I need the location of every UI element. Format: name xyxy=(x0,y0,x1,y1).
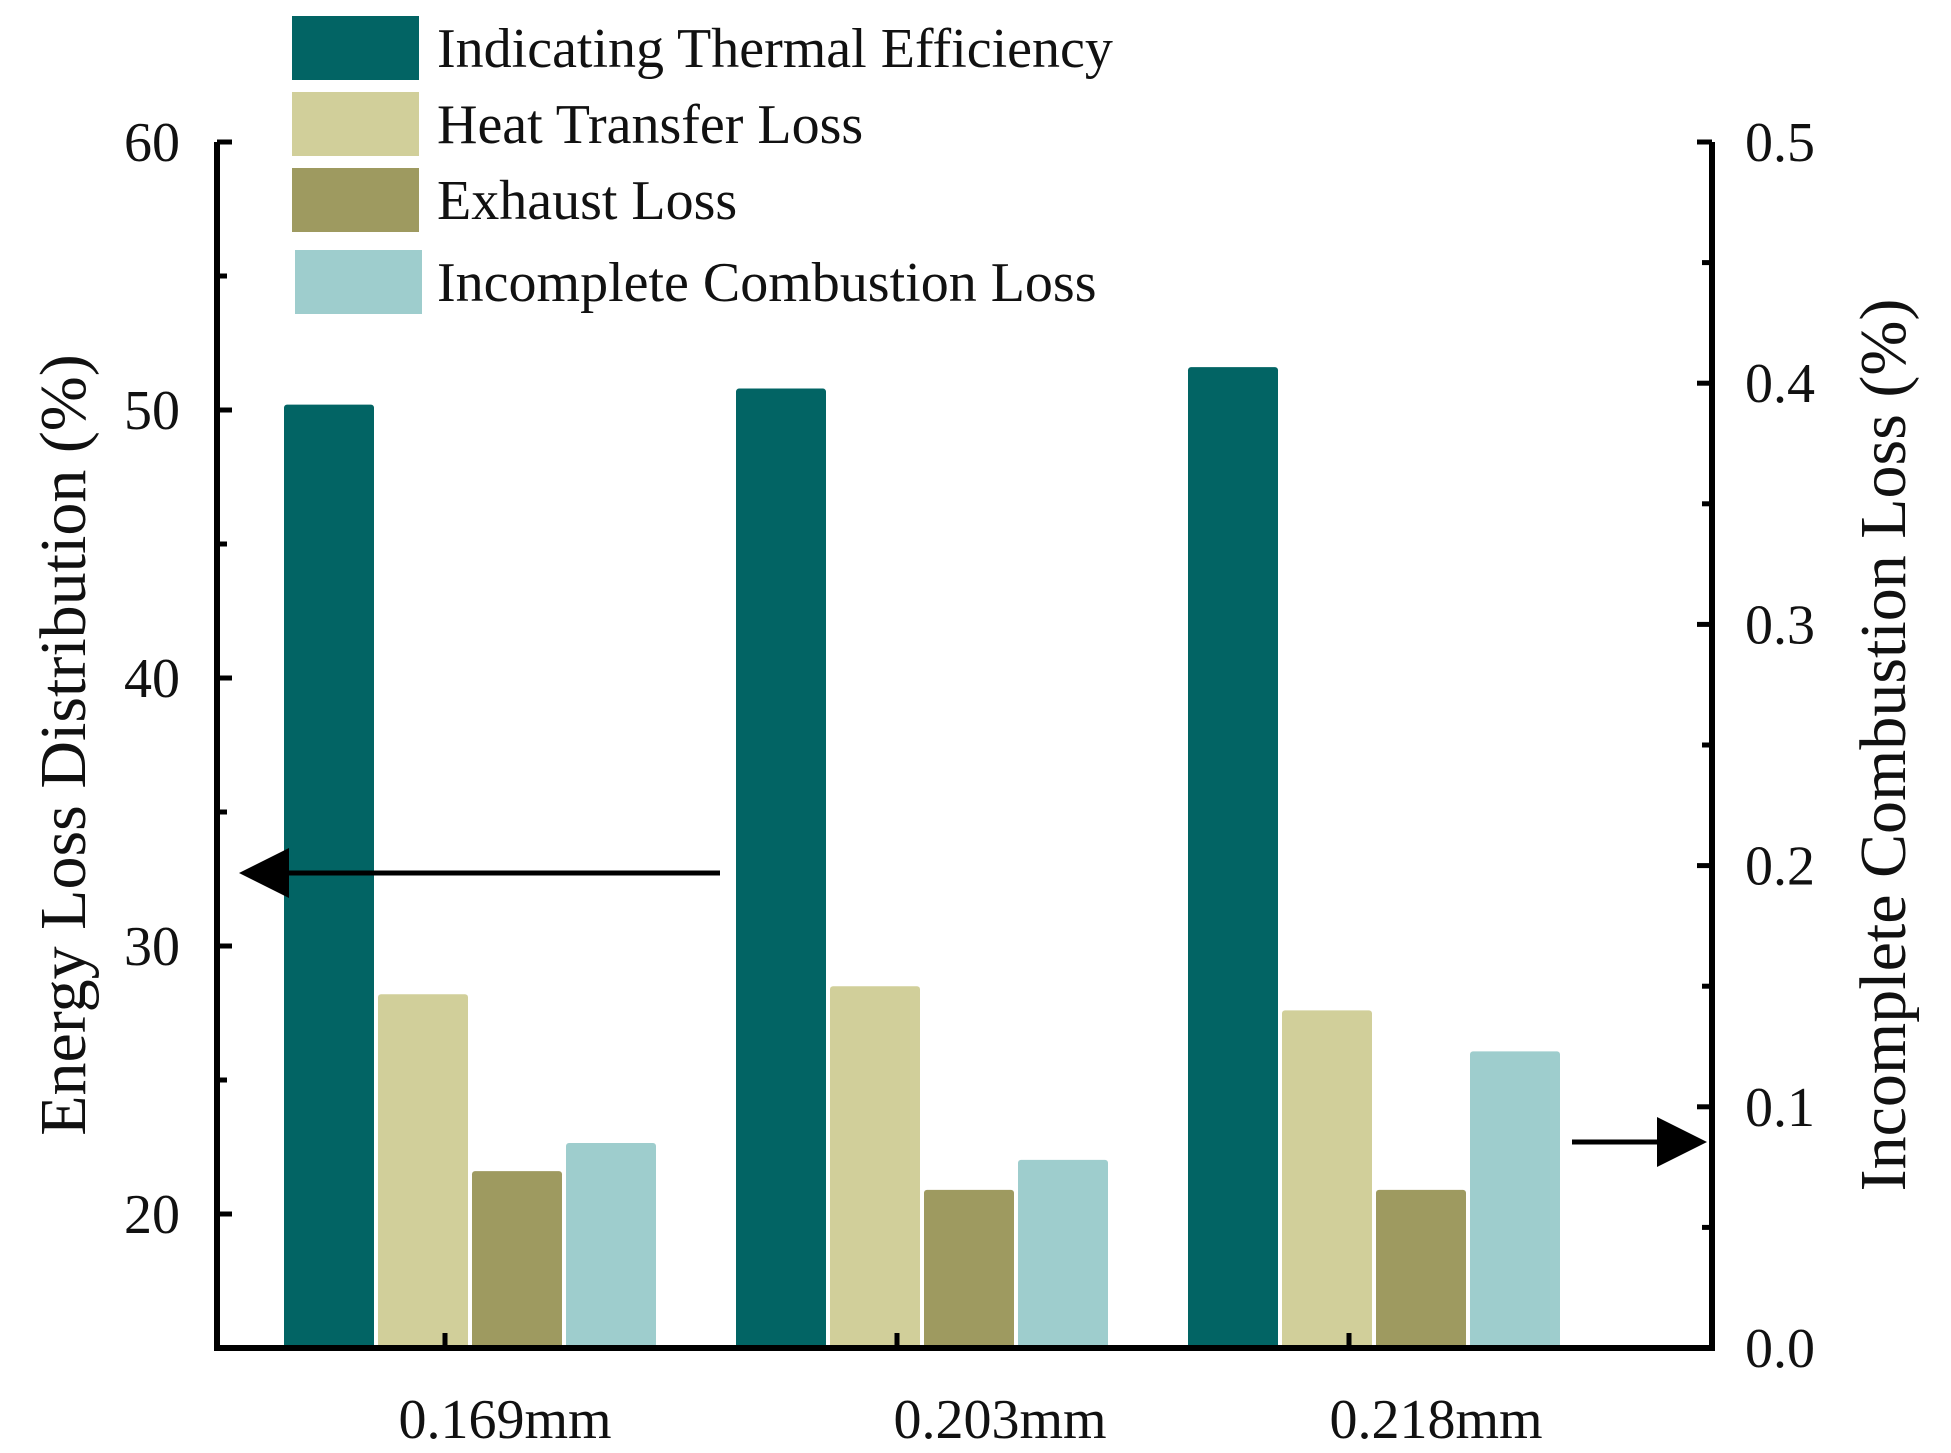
x-ticks-group: 0.169mm 0.203mm 0.218mm xyxy=(398,1333,1543,1451)
bar-exhaust-loss-0-169mm xyxy=(472,1171,562,1348)
legend-swatch-incomplete-combustion-loss xyxy=(295,250,422,314)
right-axis-title: Incomplete Combustion Loss (%) xyxy=(1847,299,1920,1192)
legend-label-incomplete-combustion-loss: Incomplete Combustion Loss xyxy=(437,252,1097,314)
bar-indicating-thermal-efficiency-0-218mm xyxy=(1188,367,1278,1348)
legend-swatch-heat-transfer-loss xyxy=(292,92,419,156)
right-tick-label: 0.1 xyxy=(1745,1077,1815,1139)
right-tick-label: 0.5 xyxy=(1745,112,1815,174)
bar-exhaust-loss-0-218mm xyxy=(1376,1189,1466,1348)
x-tick-label-0-169mm: 0.169mm xyxy=(398,1389,611,1451)
legend-swatch-exhaust-loss xyxy=(292,168,419,232)
bar-indicating-thermal-efficiency-0-169mm xyxy=(284,404,374,1348)
bar-heat-transfer-loss-0-218mm xyxy=(1282,1010,1372,1348)
bars-group xyxy=(284,367,1560,1348)
left-tick-label: 40 xyxy=(124,648,180,710)
bar-heat-transfer-loss-0-169mm xyxy=(378,994,468,1348)
bar-incomplete-combustion-loss-0-203mm xyxy=(1018,1159,1108,1348)
left-tick-label: 30 xyxy=(124,916,180,978)
legend-label-indicating-thermal-efficiency: Indicating Thermal Efficiency xyxy=(437,18,1113,80)
right-tick-label: 0.4 xyxy=(1745,353,1815,415)
left-tick-label: 20 xyxy=(124,1184,180,1246)
left-axis-title: Energy Loss Distribution (%) xyxy=(27,354,100,1136)
bar-indicating-thermal-efficiency-0-203mm xyxy=(736,388,826,1348)
x-tick-label-0-218mm: 0.218mm xyxy=(1329,1389,1542,1451)
legend-label-exhaust-loss: Exhaust Loss xyxy=(437,170,737,232)
bar-heat-transfer-loss-0-203mm xyxy=(830,986,920,1348)
x-tick-label-0-203mm: 0.203mm xyxy=(893,1389,1106,1451)
legend: Indicating Thermal Efficiency Heat Transf… xyxy=(292,16,1113,314)
left-ticks-group: 20 30 40 50 60 xyxy=(124,112,232,1351)
bar-incomplete-combustion-loss-0-169mm xyxy=(566,1142,656,1348)
legend-swatch-indicating-thermal-efficiency xyxy=(292,16,419,80)
right-tick-label: 0.3 xyxy=(1745,594,1815,656)
legend-label-heat-transfer-loss: Heat Transfer Loss xyxy=(437,94,863,156)
bar-incomplete-combustion-loss-0-218mm xyxy=(1470,1051,1560,1348)
right-tick-label: 0.2 xyxy=(1745,836,1815,898)
bar-exhaust-loss-0-203mm xyxy=(924,1189,1014,1348)
left-tick-label: 60 xyxy=(124,112,180,174)
right-tick-label: 0.0 xyxy=(1745,1318,1815,1380)
left-tick-label: 50 xyxy=(124,380,180,442)
right-ticks-group: 0.0 0.1 0.2 0.3 0.4 0.5 xyxy=(1697,112,1815,1380)
